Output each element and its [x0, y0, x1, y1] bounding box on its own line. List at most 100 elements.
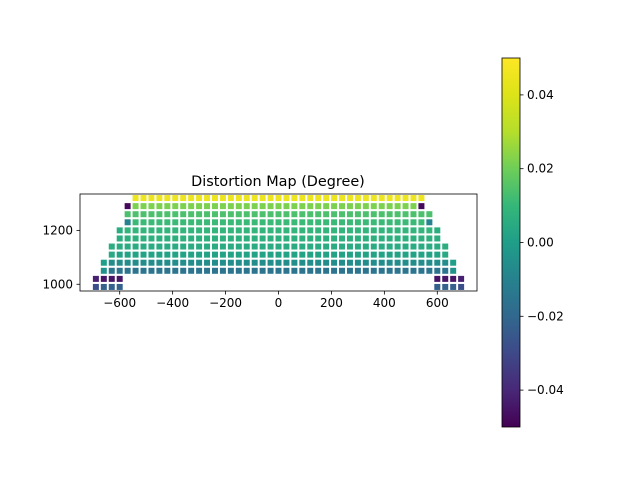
data-marker — [243, 235, 250, 242]
data-marker — [307, 211, 314, 218]
data-marker — [235, 243, 242, 250]
data-marker — [450, 275, 457, 282]
x-axis-ticks: −600 −400 −200 0 200 400 600 — [103, 291, 449, 310]
data-marker — [370, 251, 377, 258]
data-marker — [227, 235, 234, 242]
data-marker — [251, 203, 258, 210]
data-marker — [315, 219, 322, 226]
data-marker — [378, 243, 385, 250]
data-marker — [172, 259, 179, 266]
data-marker — [315, 259, 322, 266]
data-marker — [219, 219, 226, 226]
data-marker — [394, 235, 401, 242]
data-marker — [148, 211, 155, 218]
data-marker — [140, 251, 147, 258]
data-marker — [434, 259, 441, 266]
data-marker — [211, 267, 218, 274]
data-marker — [275, 259, 282, 266]
data-marker — [394, 251, 401, 258]
data-marker — [370, 267, 377, 274]
data-marker — [132, 267, 139, 274]
data-marker — [402, 259, 409, 266]
colorbar-tick-label: 0.04 — [527, 88, 554, 102]
data-marker — [172, 235, 179, 242]
data-marker — [124, 211, 131, 218]
data-marker — [251, 211, 258, 218]
data-marker — [315, 195, 322, 202]
data-marker — [315, 267, 322, 274]
data-marker — [267, 203, 274, 210]
data-marker — [418, 235, 425, 242]
data-marker — [315, 251, 322, 258]
data-marker — [402, 251, 409, 258]
data-marker — [259, 259, 266, 266]
data-marker — [434, 243, 441, 250]
data-marker — [291, 251, 298, 258]
data-marker — [196, 203, 203, 210]
data-marker — [108, 283, 115, 290]
data-marker — [180, 259, 187, 266]
data-marker — [362, 203, 369, 210]
data-marker — [259, 203, 266, 210]
data-marker — [434, 267, 441, 274]
data-marker — [442, 251, 449, 258]
data-marker — [307, 235, 314, 242]
data-marker — [331, 251, 338, 258]
data-marker — [219, 243, 226, 250]
data-marker — [386, 211, 393, 218]
data-marker — [283, 203, 290, 210]
data-marker — [386, 267, 393, 274]
data-marker — [235, 227, 242, 234]
data-marker — [299, 243, 306, 250]
data-marker — [267, 219, 274, 226]
data-marker — [100, 283, 107, 290]
data-marker — [275, 227, 282, 234]
data-marker — [267, 227, 274, 234]
data-marker — [251, 227, 258, 234]
data-marker — [378, 251, 385, 258]
data-marker — [426, 243, 433, 250]
data-marker — [331, 235, 338, 242]
data-marker — [211, 203, 218, 210]
data-marker — [370, 235, 377, 242]
data-marker — [140, 211, 147, 218]
data-marker — [243, 227, 250, 234]
data-marker — [354, 195, 361, 202]
data-marker — [148, 203, 155, 210]
data-marker — [307, 219, 314, 226]
data-marker — [196, 267, 203, 274]
data-marker — [124, 243, 131, 250]
data-marker — [132, 251, 139, 258]
colorbar-tick-label: −0.04 — [527, 383, 564, 397]
data-marker — [251, 243, 258, 250]
data-marker — [283, 211, 290, 218]
data-marker — [331, 195, 338, 202]
data-marker — [362, 211, 369, 218]
data-marker — [180, 211, 187, 218]
data-marker — [378, 227, 385, 234]
data-marker — [164, 259, 171, 266]
data-marker — [323, 211, 330, 218]
data-marker — [227, 251, 234, 258]
data-marker — [124, 267, 131, 274]
data-marker — [315, 227, 322, 234]
data-marker — [291, 259, 298, 266]
data-marker — [243, 243, 250, 250]
data-marker — [204, 203, 211, 210]
data-marker — [243, 251, 250, 258]
data-marker — [259, 251, 266, 258]
data-marker — [339, 219, 346, 226]
data-marker — [323, 243, 330, 250]
x-tick-label: −400 — [156, 296, 189, 310]
data-marker — [307, 203, 314, 210]
data-marker — [307, 227, 314, 234]
data-marker — [235, 251, 242, 258]
data-marker — [339, 203, 346, 210]
data-marker — [156, 219, 163, 226]
data-marker — [283, 267, 290, 274]
x-tick-label: 0 — [275, 296, 283, 310]
data-marker — [307, 267, 314, 274]
data-marker — [116, 283, 123, 290]
data-marker — [196, 211, 203, 218]
data-marker — [323, 203, 330, 210]
